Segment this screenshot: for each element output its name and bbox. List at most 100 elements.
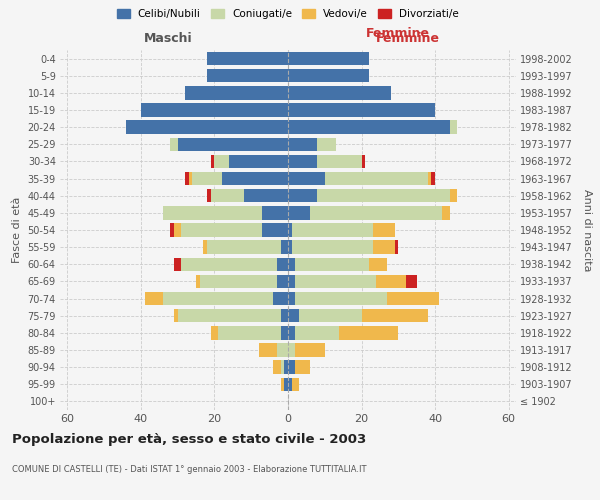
- Bar: [170, 138, 178, 151]
- Bar: [310, 206, 442, 220]
- Bar: [450, 189, 457, 202]
- Bar: [288, 309, 299, 322]
- Bar: [295, 360, 310, 374]
- Bar: [174, 258, 181, 271]
- Bar: [284, 378, 288, 391]
- Bar: [193, 172, 222, 186]
- Bar: [178, 309, 281, 322]
- Bar: [185, 86, 288, 100]
- Bar: [317, 189, 450, 202]
- Text: Popolazione per età, sesso e stato civile - 2003: Popolazione per età, sesso e stato civil…: [12, 432, 366, 446]
- Bar: [406, 274, 417, 288]
- Bar: [244, 189, 288, 202]
- Bar: [295, 326, 340, 340]
- Bar: [229, 154, 288, 168]
- Text: Femmine: Femmine: [376, 32, 440, 46]
- Bar: [373, 224, 395, 236]
- Bar: [207, 69, 288, 82]
- Bar: [211, 154, 214, 168]
- Bar: [288, 344, 295, 356]
- Bar: [277, 344, 288, 356]
- Bar: [442, 206, 450, 220]
- Bar: [273, 360, 281, 374]
- Bar: [189, 172, 193, 186]
- Bar: [178, 138, 288, 151]
- Bar: [362, 309, 428, 322]
- Bar: [288, 240, 292, 254]
- Bar: [218, 326, 281, 340]
- Bar: [299, 309, 362, 322]
- Bar: [373, 240, 395, 254]
- Bar: [340, 326, 398, 340]
- Bar: [369, 258, 387, 271]
- Bar: [288, 69, 369, 82]
- Y-axis label: Anni di nascita: Anni di nascita: [583, 188, 592, 271]
- Bar: [273, 292, 288, 306]
- Bar: [281, 240, 288, 254]
- Bar: [317, 154, 362, 168]
- Bar: [387, 292, 439, 306]
- Bar: [181, 224, 262, 236]
- Bar: [295, 258, 369, 271]
- Bar: [288, 378, 292, 391]
- Bar: [288, 172, 325, 186]
- Bar: [207, 240, 281, 254]
- Bar: [288, 206, 310, 220]
- Text: COMUNE DI CASTELLI (TE) - Dati ISTAT 1° gennaio 2003 - Elaborazione TUTTITALIA.I: COMUNE DI CASTELLI (TE) - Dati ISTAT 1° …: [12, 466, 367, 474]
- Bar: [185, 172, 189, 186]
- Legend: Celibi/Nubili, Coniugati/e, Vedovi/e, Divorziati/e: Celibi/Nubili, Coniugati/e, Vedovi/e, Di…: [113, 5, 463, 24]
- Bar: [292, 378, 299, 391]
- Bar: [222, 172, 288, 186]
- Bar: [288, 52, 369, 66]
- Bar: [211, 326, 218, 340]
- Bar: [196, 274, 200, 288]
- Bar: [181, 258, 277, 271]
- Bar: [174, 224, 181, 236]
- Bar: [211, 189, 244, 202]
- Bar: [284, 360, 288, 374]
- Text: Maschi: Maschi: [143, 32, 193, 46]
- Bar: [292, 224, 373, 236]
- Bar: [288, 274, 295, 288]
- Bar: [317, 138, 336, 151]
- Text: Femmine: Femmine: [365, 28, 430, 40]
- Bar: [295, 292, 387, 306]
- Bar: [259, 344, 277, 356]
- Bar: [281, 326, 288, 340]
- Bar: [431, 172, 435, 186]
- Bar: [450, 120, 457, 134]
- Bar: [288, 224, 292, 236]
- Bar: [170, 224, 174, 236]
- Bar: [325, 172, 428, 186]
- Bar: [362, 154, 365, 168]
- Y-axis label: Fasce di età: Fasce di età: [12, 197, 22, 263]
- Bar: [288, 104, 435, 117]
- Bar: [277, 274, 288, 288]
- Bar: [428, 172, 431, 186]
- Bar: [288, 360, 295, 374]
- Bar: [281, 378, 284, 391]
- Bar: [141, 104, 288, 117]
- Bar: [395, 240, 398, 254]
- Bar: [126, 120, 288, 134]
- Bar: [262, 206, 288, 220]
- Bar: [288, 258, 295, 271]
- Bar: [295, 344, 325, 356]
- Bar: [145, 292, 163, 306]
- Bar: [288, 292, 295, 306]
- Bar: [288, 138, 317, 151]
- Bar: [174, 309, 178, 322]
- Bar: [288, 86, 391, 100]
- Bar: [200, 274, 277, 288]
- Bar: [203, 240, 207, 254]
- Bar: [292, 240, 373, 254]
- Bar: [288, 120, 450, 134]
- Bar: [376, 274, 406, 288]
- Bar: [163, 206, 262, 220]
- Bar: [163, 292, 273, 306]
- Bar: [288, 154, 317, 168]
- Bar: [277, 258, 288, 271]
- Bar: [295, 274, 376, 288]
- Bar: [207, 52, 288, 66]
- Bar: [281, 360, 284, 374]
